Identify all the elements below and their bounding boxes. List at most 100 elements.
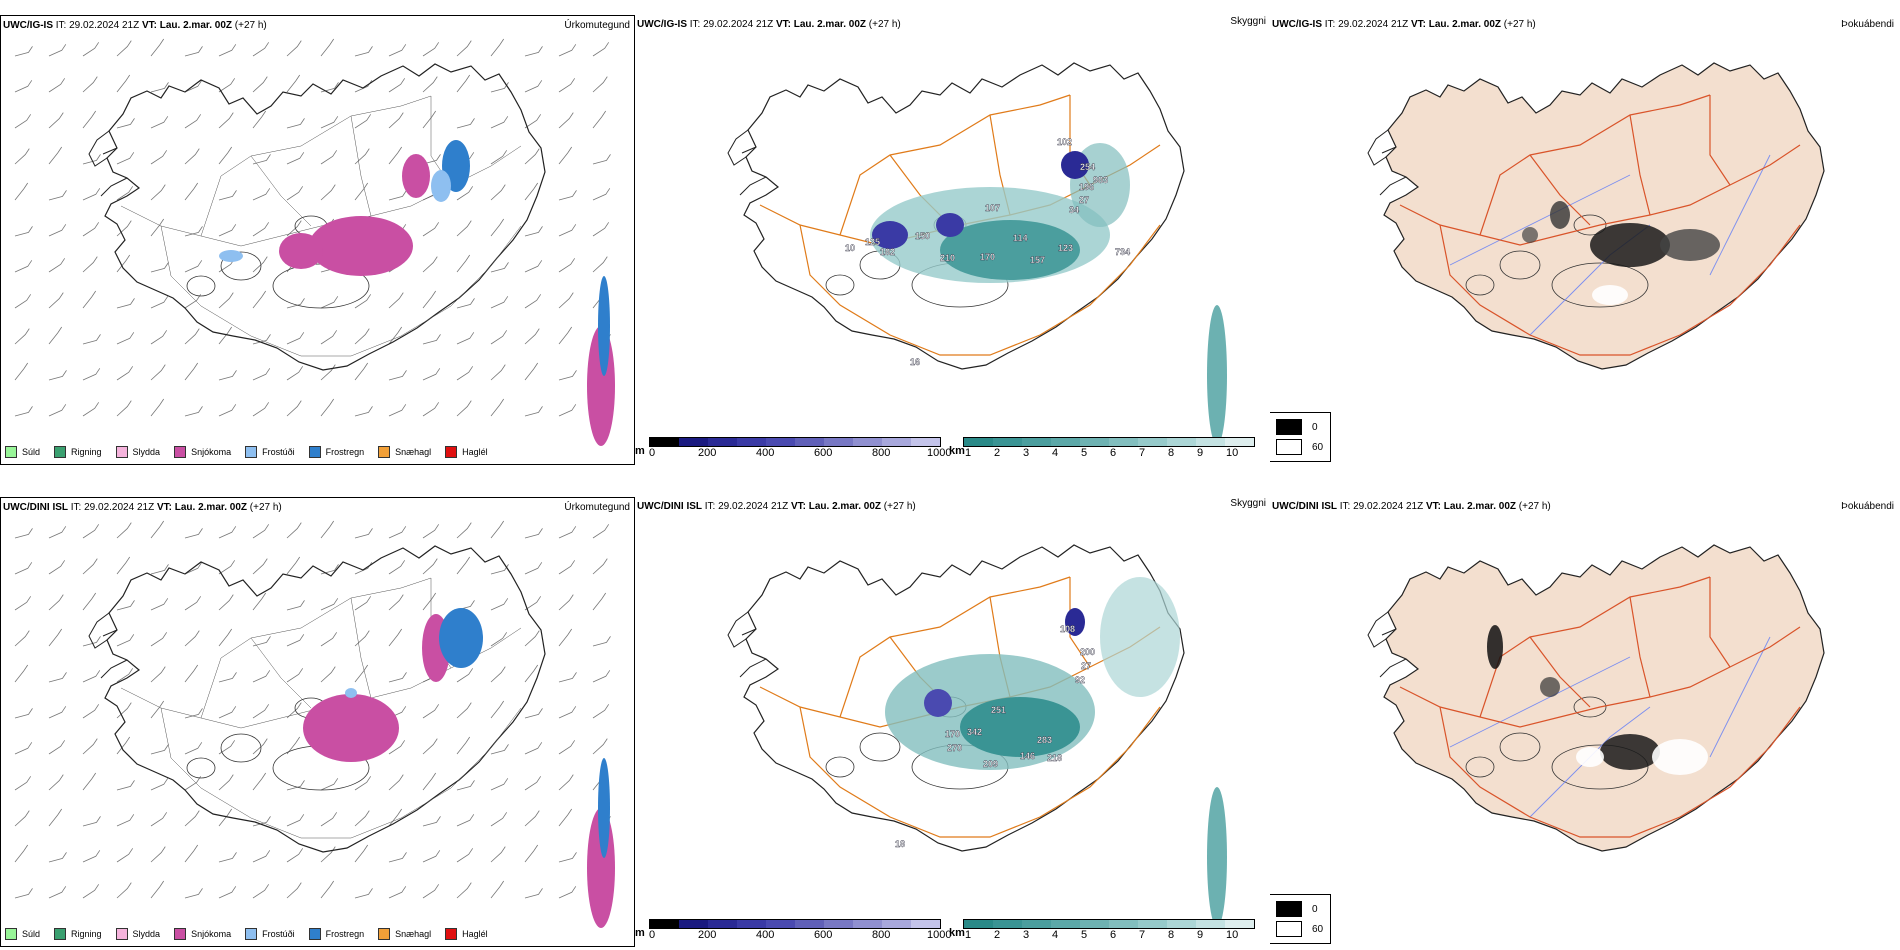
wind-barb	[490, 632, 508, 647]
glacier-outline	[825, 274, 855, 296]
colorbar-tick: 10	[1226, 929, 1239, 941]
legend-item: Haglél	[445, 446, 488, 458]
wind-barb	[184, 664, 199, 683]
legend-label: Frostregn	[325, 929, 365, 939]
colorbar-tick: 200	[698, 447, 717, 459]
wind-barb	[286, 74, 301, 93]
wind-barb	[48, 258, 66, 273]
wind-barb	[116, 668, 134, 683]
wind-barb	[252, 222, 270, 237]
wind-barb	[422, 368, 441, 381]
legend-swatch	[174, 446, 187, 458]
colorbar-tick: 4	[1052, 447, 1059, 459]
wind-barb	[388, 370, 407, 381]
wind-barb	[150, 632, 168, 647]
wind-barb	[286, 668, 304, 683]
cloud-base-label: 114	[1013, 233, 1028, 243]
wind-barb	[490, 564, 509, 575]
fjords	[727, 611, 767, 678]
panel-title: Úrkomutegund	[564, 502, 630, 513]
legend-item: Snjókoma	[174, 928, 231, 940]
colorbar-tick: 400	[756, 929, 775, 941]
wind-barb	[14, 742, 33, 755]
wind-barb	[116, 848, 134, 863]
cloud-base-label: 107	[985, 203, 1000, 213]
iceland-map	[727, 544, 1185, 852]
wind-barb	[558, 774, 574, 791]
wind-barb	[184, 80, 203, 93]
wind-barb	[150, 398, 165, 417]
cloud-base-label: 157	[1030, 255, 1045, 265]
wind-barb	[252, 670, 271, 683]
wind-barb	[524, 226, 543, 237]
wind-barb	[558, 44, 577, 57]
fjords	[1367, 129, 1407, 196]
wind-barb	[116, 298, 135, 309]
wind-barb	[320, 364, 336, 381]
wind-barb	[48, 146, 63, 165]
cloud-base-label: 27	[1079, 195, 1089, 205]
wind-barb	[116, 332, 135, 345]
wind-barb	[422, 110, 437, 129]
wind-barb	[82, 704, 100, 719]
colorbar-tick: 8	[1168, 447, 1175, 459]
fjords	[88, 612, 128, 679]
wind-barb	[286, 186, 304, 201]
wind-barb	[558, 808, 573, 827]
cloud-base-label: 34	[1069, 205, 1079, 215]
wind-barb	[252, 256, 268, 273]
legend-label: Snjókoma	[191, 447, 232, 457]
colorbar-tick: 6	[1110, 447, 1117, 459]
wind-barb	[592, 154, 611, 165]
wind-barb	[354, 844, 369, 863]
colorbar-tick: 6	[1110, 929, 1117, 941]
wind-barb	[490, 520, 505, 539]
legend-swatch	[245, 446, 258, 458]
wind-barb	[82, 738, 98, 755]
wind-barb	[150, 364, 166, 381]
panel-header: UWC/IG-IS IT: 29.02.2024 21Z VT: Lau. 2.…	[1272, 19, 1536, 30]
glacier-outline	[825, 756, 855, 778]
glacier-outline	[1573, 214, 1607, 236]
wind-barb	[252, 592, 267, 611]
wind-barb	[82, 772, 97, 791]
wind-barb	[490, 184, 506, 201]
legend-label: Frostregn	[325, 447, 365, 457]
wind-barb	[252, 402, 270, 417]
wind-barb	[252, 738, 268, 755]
wind-barb	[524, 888, 543, 899]
field-area	[1550, 201, 1570, 229]
wind-barb	[354, 114, 372, 129]
wind-barb	[456, 400, 472, 417]
wind-barb	[48, 672, 67, 683]
road	[839, 576, 1071, 718]
field-area	[431, 170, 451, 202]
wind-barb	[14, 810, 30, 827]
wind-barb	[524, 182, 539, 201]
wind-barb	[252, 816, 271, 827]
wind-barb	[218, 112, 234, 129]
wind-barb	[218, 628, 233, 647]
legend-item: Snæhagl	[378, 928, 431, 940]
wind-barb	[456, 780, 475, 791]
wind-barb	[14, 226, 33, 237]
road	[839, 94, 1071, 236]
legend-item: Frostúði	[245, 928, 295, 940]
wind-barb	[320, 150, 338, 165]
road	[1529, 577, 1731, 708]
cloud-base-label: 102	[1057, 137, 1072, 147]
wind-barb	[82, 76, 98, 93]
field-area	[1600, 734, 1660, 770]
wind-barb	[82, 670, 101, 683]
legend-item: Snjókoma	[174, 446, 231, 458]
wind-barb	[48, 292, 64, 309]
wind-barb	[252, 772, 267, 791]
wind-barb	[286, 332, 305, 345]
wind-barb	[48, 628, 63, 647]
legend-swatch	[5, 446, 17, 458]
wind-barb	[48, 740, 66, 755]
wind-barb	[524, 46, 543, 57]
cloud-base-label: 254	[1080, 162, 1095, 172]
colorbar-unit: km	[949, 927, 965, 939]
wind-barb	[422, 558, 438, 575]
